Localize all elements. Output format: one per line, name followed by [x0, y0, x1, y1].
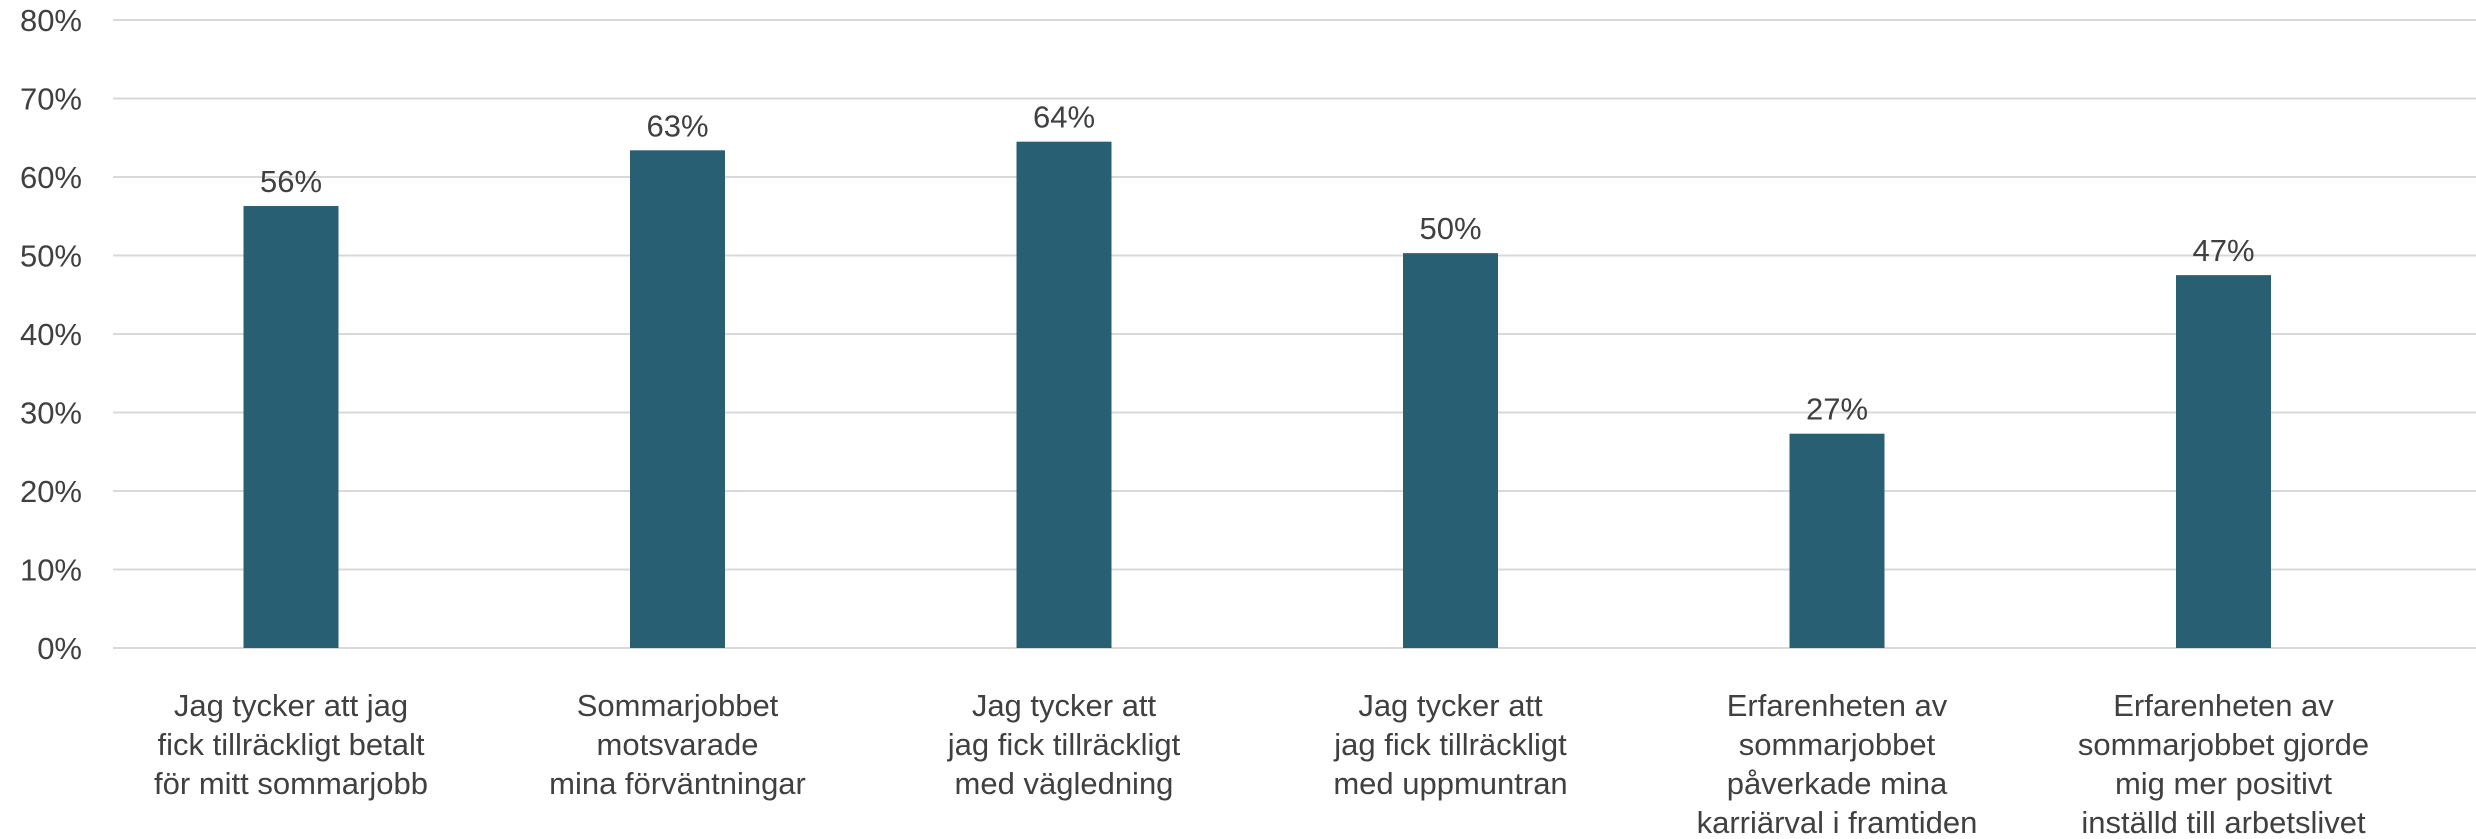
y-tick-label: 50%	[20, 239, 82, 274]
bar	[1016, 141, 1112, 649]
bar	[2176, 275, 2271, 648]
gridlines	[113, 19, 2476, 649]
y-tick-label: 70%	[20, 82, 82, 117]
bar	[1789, 433, 1885, 648]
x-tick-label: Jag tycker att jag fick tillräckligt med v…	[947, 688, 1181, 801]
bar	[630, 150, 725, 648]
data-label: 50%	[1419, 211, 1481, 246]
x-tick-label: Erfarenheten av sommarjobbet påverkade min…	[1697, 688, 1978, 839]
x-tick-label: Erfarenheten av sommarjobbet gjorde mig me…	[2078, 688, 2369, 839]
data-label: 56%	[260, 164, 322, 199]
x-tick-label: Jag tycker att jag fick tillräckligt med u…	[1333, 688, 1567, 801]
x-axis-labels: Jag tycker att jag fick tillräckligt beta…	[154, 688, 2369, 839]
data-label: 63%	[646, 108, 708, 143]
y-tick-label: 60%	[20, 160, 82, 195]
y-tick-label: 80%	[20, 3, 82, 38]
data-label: 27%	[1806, 392, 1868, 427]
data-labels: 56% 63% 64% 50% 27% 47%	[260, 100, 2255, 427]
y-tick-label: 20%	[20, 474, 82, 509]
y-tick-label: 40%	[20, 317, 82, 352]
x-tick-label: Jag tycker att jag fick tillräckligt beta…	[154, 688, 428, 801]
bars	[243, 141, 2271, 649]
y-tick-label: 30%	[20, 396, 82, 431]
bar	[1403, 253, 1498, 648]
data-label: 47%	[2192, 233, 2254, 268]
y-axis: 0% 10% 20% 30% 40% 50% 60% 70% 80%	[20, 3, 82, 666]
bar	[243, 206, 339, 649]
x-tick-label: Sommarjobbet motsvarade mina förväntningar	[549, 688, 806, 801]
y-tick-label: 0%	[37, 631, 82, 666]
y-tick-label: 10%	[20, 553, 82, 588]
data-label: 64%	[1033, 100, 1095, 135]
